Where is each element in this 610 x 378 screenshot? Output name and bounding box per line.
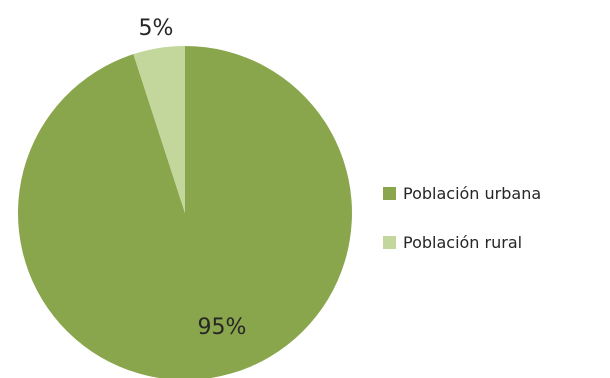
pie-slice-rural: [133, 46, 185, 213]
legend-item-urbana: Población urbana: [383, 180, 541, 206]
pie-data-labels: 95% 5%: [139, 16, 247, 340]
legend-label-urbana: Población urbana: [403, 183, 542, 203]
data-label-urbana: 95%: [198, 315, 247, 340]
legend-label-rural: Población rural: [403, 232, 523, 252]
pie-slice-urbana: [18, 46, 352, 378]
chart-legend: Población urbana Población rural: [383, 180, 541, 278]
legend-swatch-urbana: [383, 186, 396, 200]
pie-slices: [18, 46, 352, 378]
data-label-rural: 5%: [139, 16, 174, 41]
legend-swatch-rural: [383, 235, 396, 249]
legend-item-rural: Población rural: [383, 229, 541, 255]
